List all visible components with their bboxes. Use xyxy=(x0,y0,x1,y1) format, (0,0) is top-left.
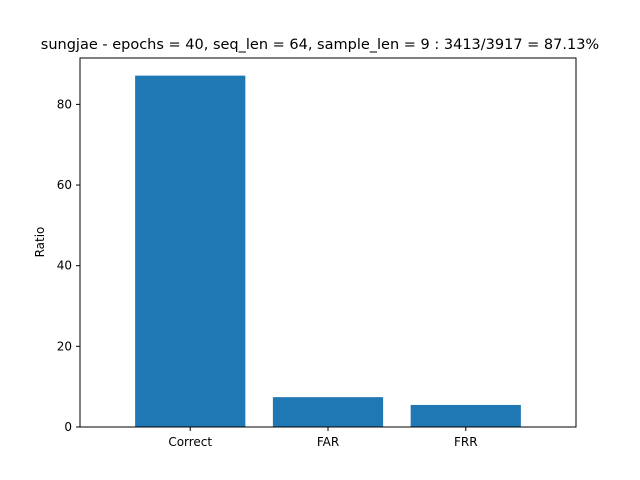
x-axis: Correct FAR FRR xyxy=(168,427,478,449)
x-tick-label: Correct xyxy=(168,435,212,449)
bar-frr xyxy=(410,404,521,427)
y-tick-label: 40 xyxy=(57,259,72,273)
y-tick-label: 0 xyxy=(64,420,72,434)
bars-group xyxy=(135,75,521,427)
x-tick-label: FRR xyxy=(454,435,478,449)
bar-correct xyxy=(135,75,246,427)
y-tick-label: 80 xyxy=(57,97,72,111)
y-axis: 0 20 40 60 80 xyxy=(57,97,80,434)
y-tick-label: 60 xyxy=(57,178,72,192)
y-axis-label: Ratio xyxy=(33,227,47,258)
x-tick-label: FAR xyxy=(317,435,339,449)
chart-title: sungjae - epochs = 40, seq_len = 64, sam… xyxy=(41,37,599,53)
bar-far xyxy=(272,397,384,427)
y-tick-label: 20 xyxy=(57,339,72,353)
